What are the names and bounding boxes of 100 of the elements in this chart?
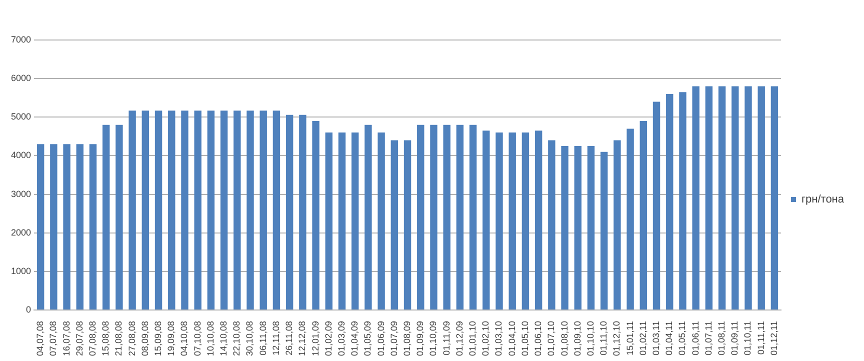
x-tick-label: 27,08,08: [126, 320, 137, 356]
x-tick-label: 01,08,11: [716, 320, 727, 356]
bar: [312, 120, 320, 310]
bar: [63, 144, 70, 310]
x-tick-label: 01,09,11: [730, 320, 740, 356]
x-tick-label: 07,10,08: [192, 320, 202, 356]
bar: [181, 110, 188, 310]
x-tick-label: 01,09,09: [415, 320, 426, 356]
bar: [548, 140, 556, 310]
x-tick-label: 10,10,08: [205, 320, 216, 356]
bar: [574, 146, 582, 310]
bar: [378, 132, 385, 310]
bar: [508, 132, 516, 310]
bar: [246, 110, 254, 310]
bar: [732, 86, 739, 310]
x-tick-label: 01,02,09: [323, 320, 334, 356]
bar: [758, 86, 765, 310]
bar: [76, 144, 84, 310]
bar: [652, 102, 660, 310]
bar: [679, 92, 686, 310]
bar: [534, 130, 542, 310]
bar: [168, 110, 176, 310]
y-tick-label: 5000: [10, 112, 32, 122]
bar: [456, 124, 464, 310]
x-tick-label: 21,08,08: [114, 320, 124, 356]
bar: [220, 110, 228, 310]
bar: [128, 110, 136, 310]
x-tick-label: 04,10,08: [179, 320, 190, 356]
x-tick-label: 01,01,10: [468, 320, 478, 356]
x-tick-label: 07,07,08: [48, 320, 58, 356]
x-tick-label: 08,09,08: [140, 320, 150, 356]
bar: [626, 128, 634, 310]
bar: [692, 86, 700, 310]
x-tick-label: 30,10,08: [244, 320, 255, 356]
bar: [116, 124, 123, 310]
x-tick-label: 01,11,10: [598, 320, 609, 356]
x-tick-label: 01,06,09: [376, 320, 386, 356]
x-tick-label: 01,10,11: [742, 320, 753, 356]
bar: [260, 110, 267, 310]
bar: [338, 132, 346, 310]
bar: [50, 144, 58, 310]
bar: [234, 110, 241, 310]
bar: [142, 110, 150, 310]
x-tick-label: 01,12,11: [768, 320, 779, 356]
x-tick-label: 16,07,08: [61, 320, 72, 356]
x-tick-label: 15,09,08: [153, 320, 164, 356]
x-tick-label: 01,07,11: [703, 320, 714, 356]
x-tick-label: 01,04,10: [506, 320, 517, 356]
x-tick-label: 22,10,08: [232, 320, 242, 356]
x-tick-label: 01,03,09: [336, 320, 346, 356]
bar: [614, 140, 621, 310]
x-tick-label: 01,06,10: [533, 320, 544, 356]
bar: [600, 152, 608, 310]
x-tick-label: 07,08,08: [87, 320, 98, 356]
bar: [272, 110, 280, 310]
bar: [770, 86, 778, 310]
y-tick-label: 1000: [10, 266, 32, 276]
x-tick-label: 01,10,10: [585, 320, 596, 356]
bar: [364, 124, 372, 310]
bar: [496, 132, 503, 310]
y-tick-label: 7000: [10, 34, 32, 44]
bar: [522, 132, 530, 310]
bar: [705, 86, 713, 310]
x-tick-label: 01,11,09: [441, 320, 452, 356]
bar: [351, 132, 359, 310]
bar: [154, 110, 162, 310]
x-tick-label: 15,08,08: [100, 320, 111, 356]
y-tick-label: 0: [26, 304, 32, 314]
bar: [299, 114, 306, 310]
x-tick-label: 19,09,08: [166, 320, 176, 356]
bar: [417, 124, 424, 310]
x-tick-label: 06,11,08: [258, 320, 268, 356]
legend-label: грн/тона: [802, 194, 845, 206]
bar: [194, 110, 202, 310]
x-tick-label: 01,11,11: [756, 320, 766, 355]
x-tick-label: 01,09,10: [572, 320, 582, 356]
bar: [443, 124, 450, 310]
bar: [469, 124, 477, 310]
x-tick-label: 01,05,11: [677, 320, 688, 356]
x-tick-label: 01,05,09: [362, 320, 373, 356]
bar: [640, 120, 648, 310]
x-tick-label: 01,02,11: [638, 320, 648, 356]
bar: [404, 140, 412, 310]
x-tick-label: 01,08,09: [402, 320, 412, 356]
y-tick-label: 2000: [10, 227, 32, 238]
bar: [561, 146, 568, 310]
x-tick-label: 15,01,11: [624, 320, 635, 356]
x-tick-label: 01,08,10: [559, 320, 570, 356]
x-tick-label: 01,12,10: [612, 320, 622, 356]
x-tick-label: 01,05,10: [520, 320, 530, 356]
x-tick-label: 01,03,11: [651, 320, 661, 356]
y-tick-label: 3000: [10, 188, 32, 199]
y-tick-label: 6000: [10, 73, 32, 84]
x-tick-label: 14,10,08: [218, 320, 229, 356]
bar: [718, 86, 726, 310]
bar: [36, 144, 44, 310]
x-tick-label: 01,02,10: [480, 320, 491, 356]
x-tick-label: 01,07,10: [546, 320, 556, 356]
bar: [89, 144, 97, 310]
x-tick-label: 04,07,08: [35, 320, 46, 356]
